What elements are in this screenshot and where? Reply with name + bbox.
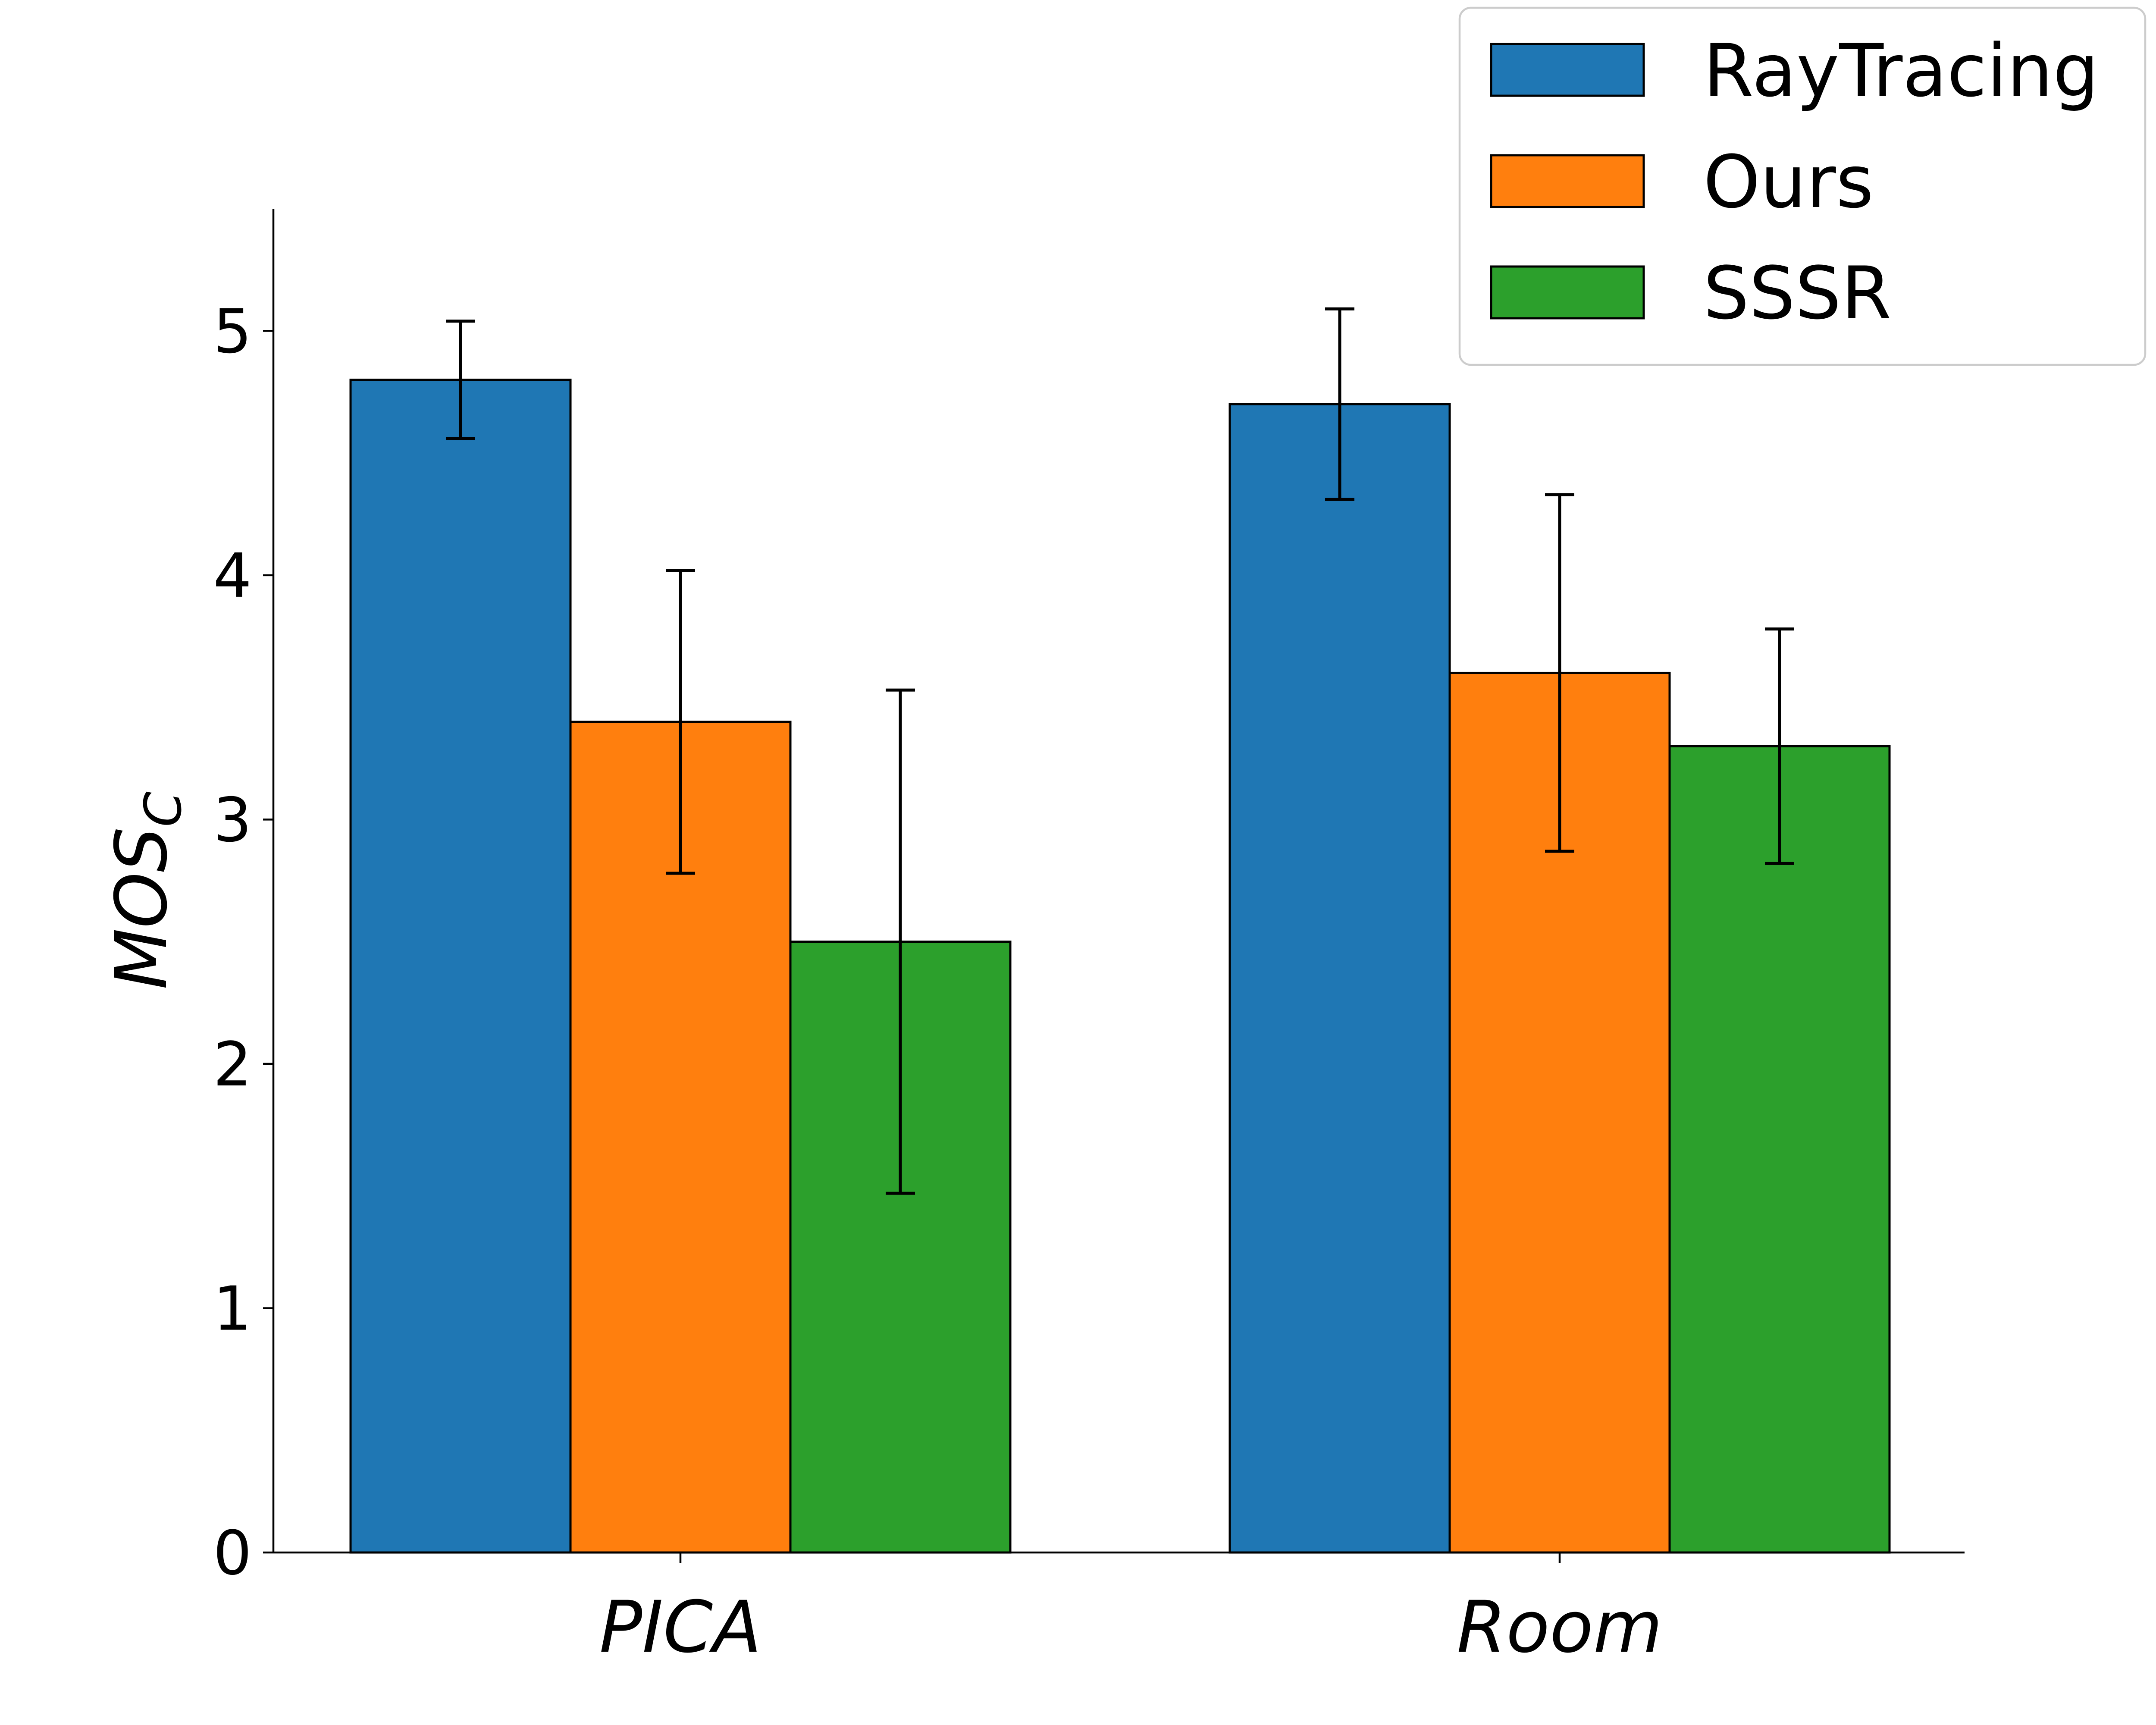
legend-label: RayTracing <box>1703 28 2099 113</box>
y-tick-label: 2 <box>213 1029 252 1100</box>
legend-swatch <box>1490 265 1645 320</box>
error-bar-ours-room <box>1545 493 1574 853</box>
error-bar-ours-pica <box>666 568 695 875</box>
y-axis-title: MOSC <box>100 791 193 989</box>
bars-layer <box>349 379 1891 1554</box>
bar-sssr-room <box>1668 745 1891 1554</box>
y-tick-label: 5 <box>213 296 252 367</box>
legend-label: Ours <box>1703 140 1874 224</box>
legend-label: SSSR <box>1703 251 1892 336</box>
y-tick-label: 1 <box>213 1273 252 1344</box>
error-bar-raytracing-pica <box>446 320 475 440</box>
error-bars-layer <box>446 307 1794 1195</box>
y-axis-title-subscript: C <box>133 791 193 827</box>
error-bar-sssr-pica <box>886 688 915 1195</box>
x-tick-label: Room <box>1457 1586 1662 1669</box>
y-tick-label: 4 <box>213 541 252 612</box>
legend-entry-ours: Ours <box>1490 140 1874 224</box>
bar-raytracing-room <box>1228 403 1451 1554</box>
legend-entry-raytracing: RayTracing <box>1490 28 2099 113</box>
y-tick-label: 3 <box>213 785 252 856</box>
legend-swatch <box>1490 43 1645 97</box>
legend-entry-sssr: SSSR <box>1490 251 1892 336</box>
error-bar-sssr-room <box>1765 627 1794 865</box>
error-bar-raytracing-room <box>1325 307 1354 501</box>
x-tick-label: PICA <box>599 1586 761 1669</box>
legend: RayTracing Ours SSSR <box>1458 6 2147 366</box>
y-axis-title-main: MOS <box>100 827 183 990</box>
bar-raytracing-pica <box>349 379 572 1554</box>
legend-swatch <box>1490 154 1645 208</box>
x-ticks: PICA Room <box>599 1552 1663 1669</box>
y-ticks: 0 1 2 3 4 5 <box>213 296 273 1589</box>
y-tick-label: 0 <box>213 1518 252 1589</box>
